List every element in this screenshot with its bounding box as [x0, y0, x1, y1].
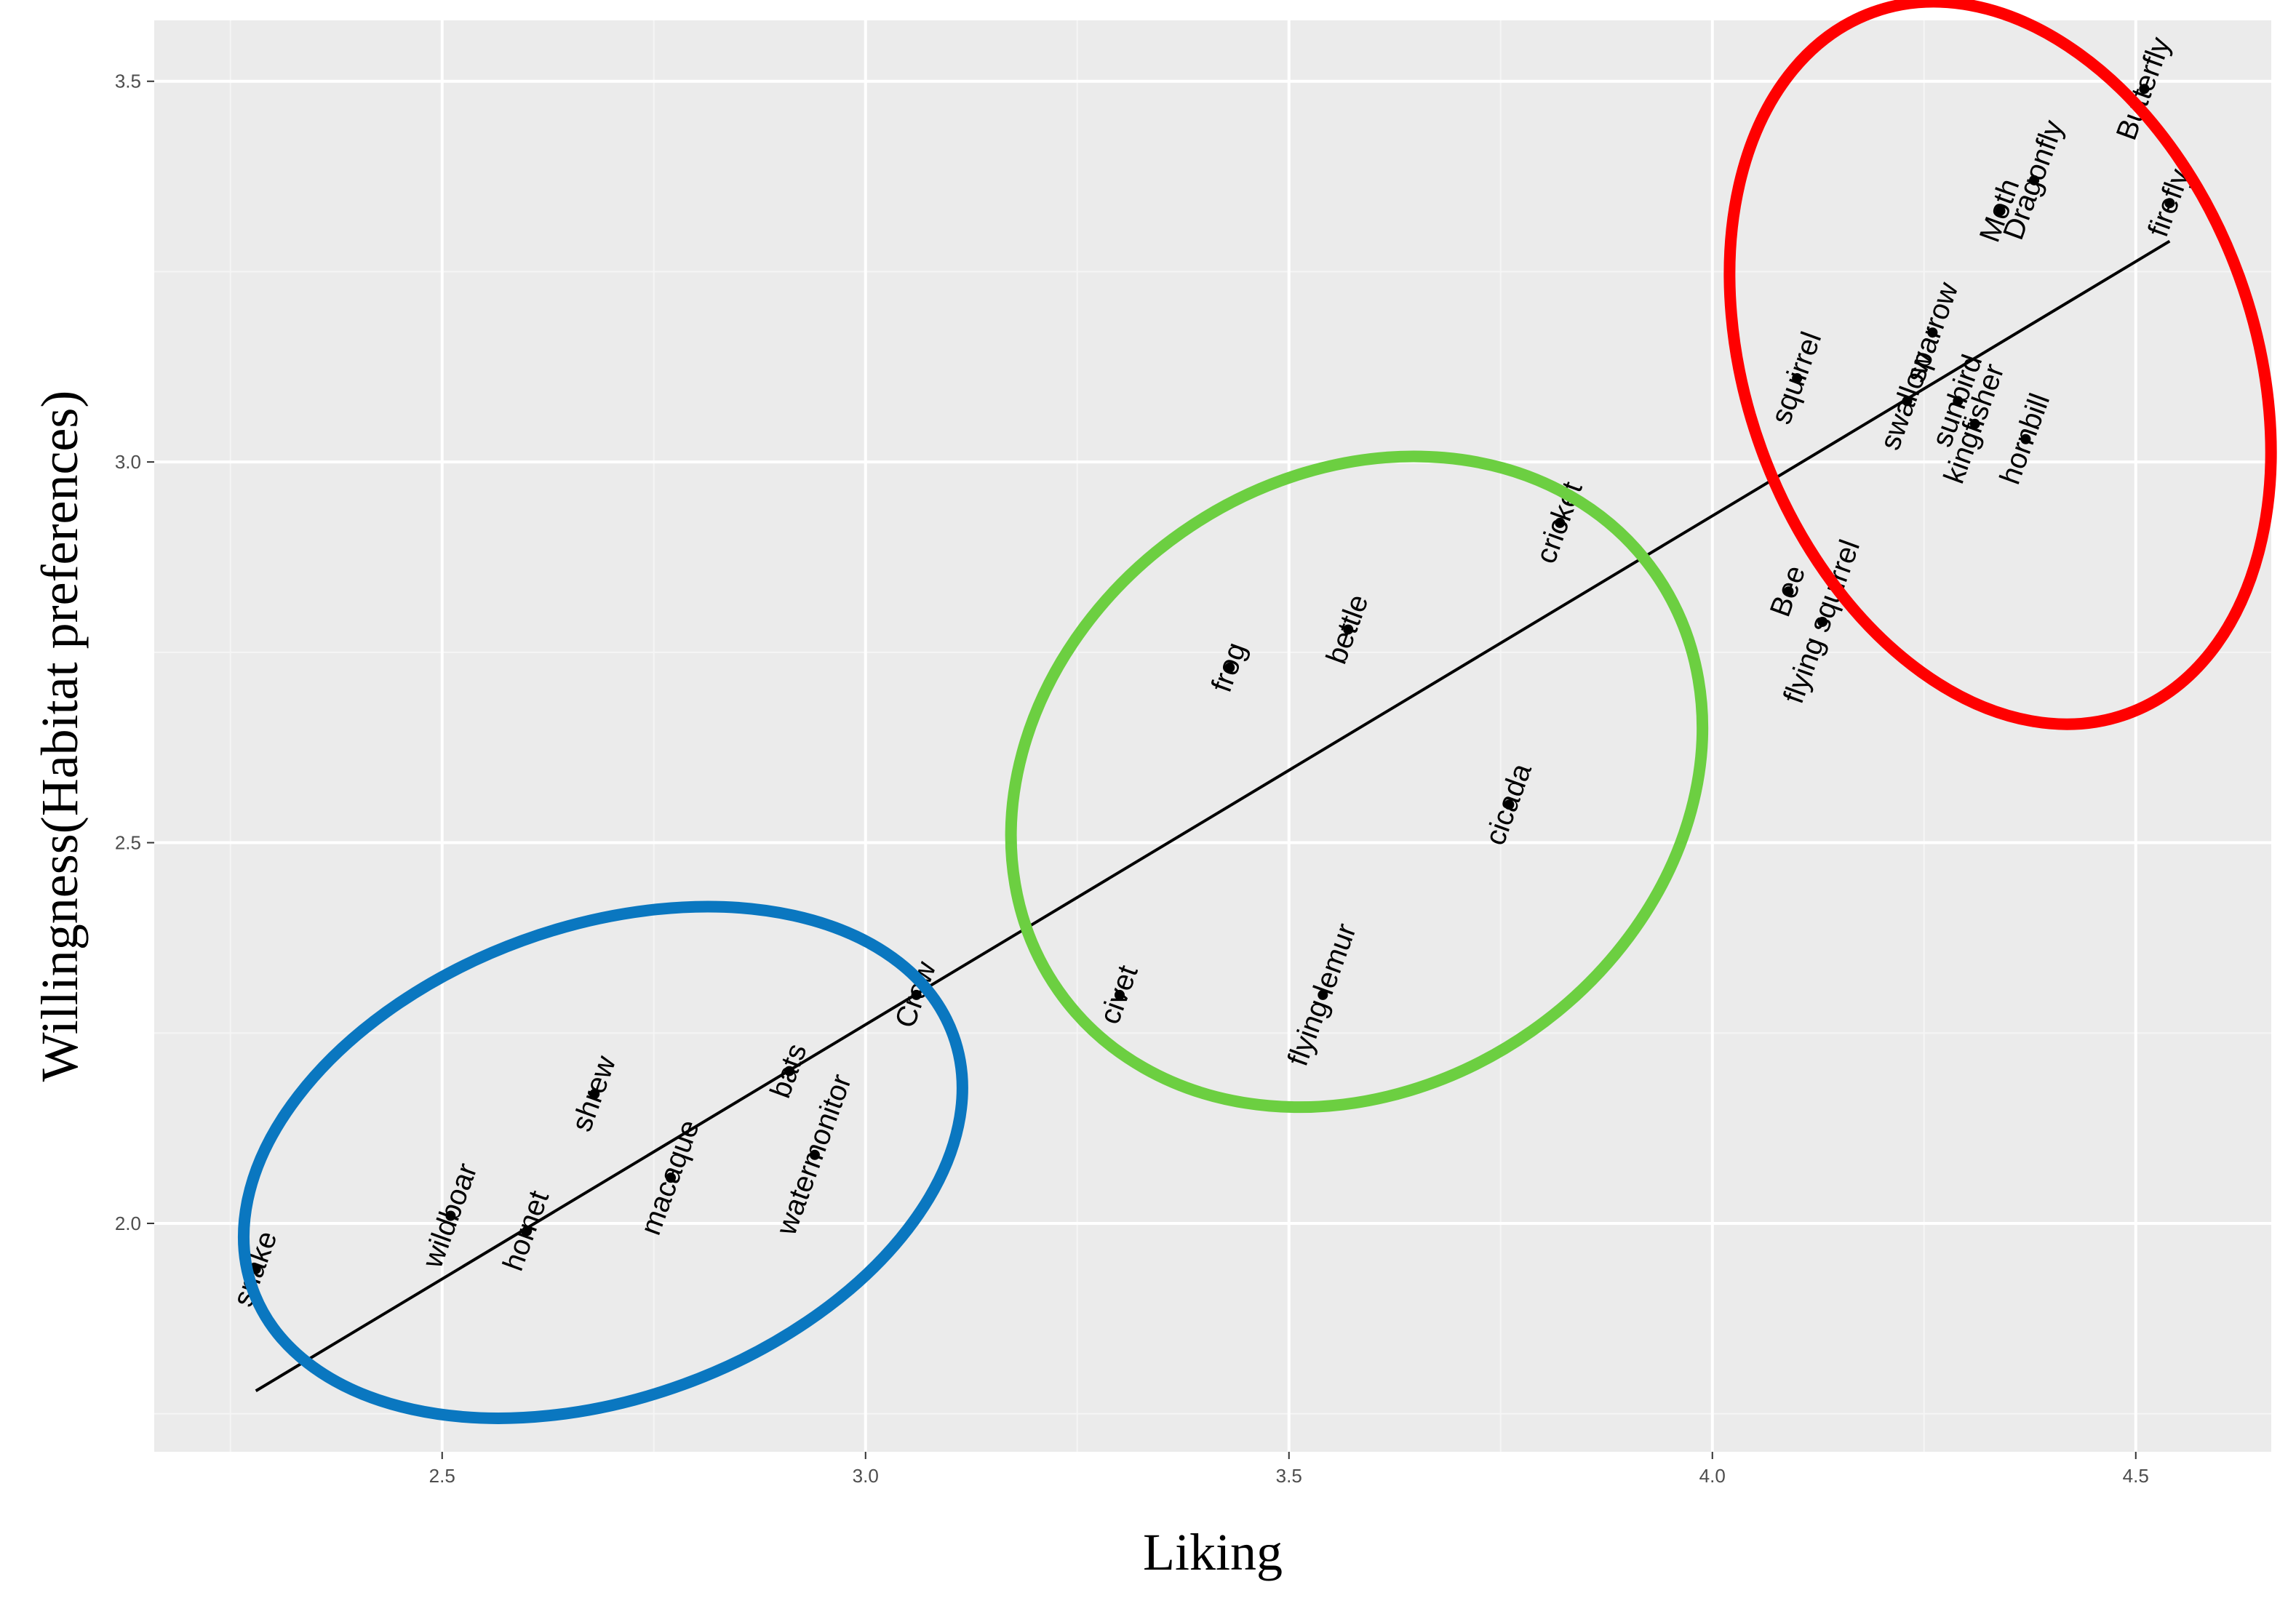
data-point — [1902, 396, 1913, 407]
data-point — [1817, 616, 1828, 627]
data-point — [1783, 586, 1794, 597]
data-point — [1343, 624, 1354, 635]
data-point — [522, 1226, 533, 1237]
data-point — [445, 1210, 456, 1221]
data-point — [1792, 373, 1803, 383]
data-point — [2020, 434, 2031, 444]
trend-line — [255, 239, 2171, 1392]
trend-line-group — [255, 239, 2171, 1392]
group-ellipses — [238, 0, 2277, 1424]
group-ellipse — [238, 900, 968, 1424]
data-point — [1995, 205, 2006, 216]
data-point — [1953, 396, 1964, 407]
group-ellipse — [1005, 450, 1709, 1114]
data-point — [589, 1089, 600, 1099]
x-tick-label: 3.0 — [853, 1465, 879, 1487]
data-point — [2029, 175, 2040, 185]
data-point — [2139, 84, 2150, 95]
y-axis-title: Willingness(Habitat preferences) — [31, 391, 89, 1082]
y-tick-label: 3.5 — [115, 71, 141, 92]
y-tick-label: 2.5 — [115, 832, 141, 854]
data-point — [666, 1172, 677, 1183]
data-points — [250, 84, 2175, 1274]
y-axis-ticks: 2.0 2.5 3.0 3.5 — [115, 71, 154, 1234]
x-tick-label: 2.5 — [429, 1465, 455, 1487]
data-point — [1555, 517, 1566, 528]
x-tick-label: 4.5 — [2123, 1465, 2149, 1487]
major-grid — [154, 20, 2271, 1452]
data-point — [784, 1066, 794, 1076]
data-point — [1224, 662, 1235, 673]
data-point — [809, 1149, 820, 1160]
data-point — [2164, 198, 2175, 209]
data-point — [1318, 989, 1328, 1000]
data-point — [1114, 989, 1125, 1000]
x-axis-title: Liking — [1143, 1523, 1283, 1581]
plot-panel — [154, 20, 2271, 1452]
y-tick-label: 2.0 — [115, 1213, 141, 1234]
x-axis-ticks: 2.5 3.0 3.5 4.0 4.5 — [429, 1452, 2149, 1487]
x-tick-label: 4.0 — [1699, 1465, 1726, 1487]
y-tick-label: 3.0 — [115, 451, 141, 473]
data-point — [911, 989, 922, 1000]
data-point — [1927, 327, 1938, 338]
group-ellipse — [1723, 0, 2277, 730]
data-point — [1504, 799, 1515, 810]
data-point — [1969, 418, 1980, 429]
x-tick-label: 3.5 — [1276, 1465, 1302, 1487]
